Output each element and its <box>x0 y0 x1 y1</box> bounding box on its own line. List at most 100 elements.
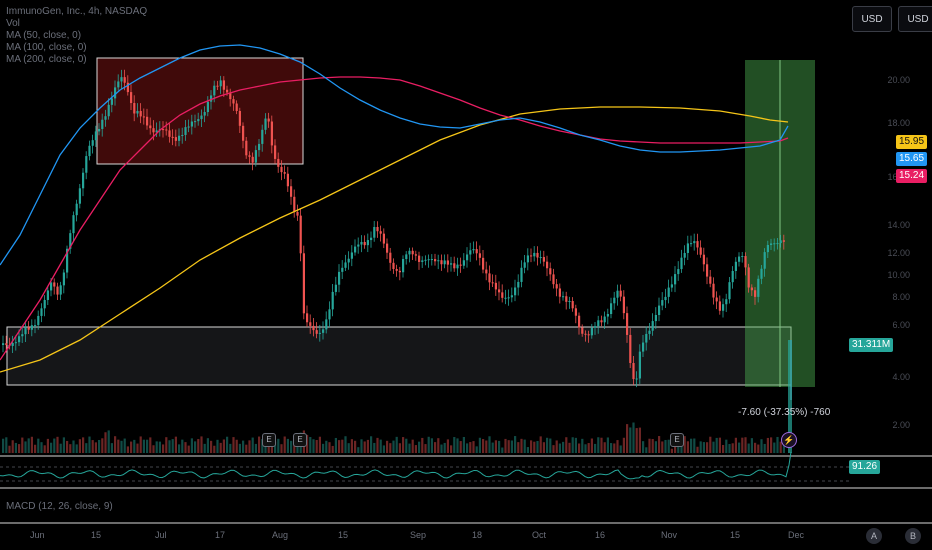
volume-bar-37 <box>120 440 123 453</box>
candle-body-207 <box>664 296 667 301</box>
earnings-marker-3[interactable]: E <box>670 433 684 447</box>
volume-bar-125 <box>402 437 405 453</box>
volume-bar-89 <box>286 438 289 453</box>
lightning-icon[interactable]: ⚡ <box>781 432 797 448</box>
y-tick-label-4: 12.00 <box>887 248 910 258</box>
currency-button-1[interactable]: USD <box>852 6 892 32</box>
candle-body-120 <box>386 243 389 253</box>
candle-body-192 <box>616 290 619 298</box>
volume-bar-216 <box>693 438 696 453</box>
volume-bar-150 <box>482 439 485 453</box>
volume-bar-138 <box>443 442 446 453</box>
y-tick-label-6: 8.00 <box>892 292 910 302</box>
volume-bar-143 <box>459 441 462 453</box>
volume-bar-114 <box>366 439 369 453</box>
candle-body-224 <box>718 301 721 311</box>
volume-bar-72 <box>232 437 235 453</box>
candle-body-193 <box>619 290 622 297</box>
candle-body-30 <box>98 128 101 132</box>
volume-bar-57 <box>184 442 187 453</box>
earnings-marker-1[interactable]: E <box>262 433 276 447</box>
volume-bar-104 <box>334 437 337 453</box>
candle-body-104 <box>334 284 337 292</box>
volume-bar-188 <box>603 442 606 453</box>
scale-a-button[interactable]: A <box>866 528 882 544</box>
volume-bar-201 <box>645 447 648 453</box>
volume-bar-103 <box>331 445 334 453</box>
volume-bar-44 <box>142 439 145 453</box>
volume-bar-20 <box>66 440 69 453</box>
candle-body-42 <box>136 110 139 114</box>
volume-bar-207 <box>664 439 667 453</box>
candle-body-236 <box>757 278 760 297</box>
volume-bar-107 <box>344 436 347 453</box>
volume-bar-149 <box>478 437 481 453</box>
candle-body-183 <box>587 334 590 336</box>
candle-body-52 <box>168 130 171 137</box>
x-tick-label-7: 18 <box>472 530 483 540</box>
candle-body-28 <box>91 140 94 146</box>
candle-body-161 <box>517 281 520 288</box>
candle-body-94 <box>302 253 305 314</box>
candle-body-146 <box>469 250 472 255</box>
candle-body-69 <box>222 80 225 90</box>
volume-bar-132 <box>424 444 427 453</box>
candle-body-189 <box>606 314 609 317</box>
candle-body-109 <box>350 252 353 259</box>
volume-bar-59 <box>190 438 193 453</box>
candle-body-238 <box>763 252 766 269</box>
candle-body-241 <box>773 243 776 245</box>
candle-body-117 <box>376 226 379 232</box>
volume-bar-219 <box>702 442 705 453</box>
scale-b-button[interactable]: B <box>905 528 921 544</box>
candle-body-15 <box>50 282 53 291</box>
volume-bar-115 <box>370 436 373 453</box>
candle-body-228 <box>731 270 734 283</box>
y-tick-label-3: 14.00 <box>887 220 910 230</box>
volume-bar-39 <box>126 446 129 453</box>
x-tick-label-0: Jun <box>30 530 45 540</box>
volume-bar-7 <box>24 441 27 453</box>
candle-body-173 <box>555 284 558 289</box>
volume-bar-96 <box>309 437 312 453</box>
support-zone <box>6 326 792 386</box>
candle-body-6 <box>21 334 24 337</box>
candle-body-102 <box>328 309 331 320</box>
volume-bar-118 <box>379 439 382 453</box>
y-tick-label-7: 6.00 <box>892 320 910 330</box>
candle-body-143 <box>459 264 462 266</box>
volume-bar-189 <box>606 437 609 453</box>
volume-bar-18 <box>59 443 62 453</box>
volume-bar-135 <box>434 442 437 453</box>
volume-bar-109 <box>350 439 353 453</box>
volume-bar-191 <box>613 443 616 453</box>
volume-bar-35 <box>114 436 117 453</box>
currency-button-2[interactable]: USD <box>898 6 932 32</box>
candle-body-60 <box>194 121 197 123</box>
candle-body-230 <box>738 256 741 262</box>
candle-body-139 <box>446 260 449 265</box>
volume-bar-36 <box>117 439 120 453</box>
volume-bar-55 <box>178 444 181 453</box>
volume-bar-131 <box>421 437 424 453</box>
candle-body-136 <box>437 260 440 262</box>
x-tick-label-2: Jul <box>155 530 167 540</box>
volume-bar-166 <box>533 441 536 453</box>
ma50-line <box>0 44 789 266</box>
volume-bar-174 <box>558 443 561 453</box>
candle-body-33 <box>107 104 110 117</box>
volume-bar-221 <box>709 436 712 453</box>
volume-bar-146 <box>469 442 472 453</box>
candle-body-17 <box>56 286 59 295</box>
volume-bar-239 <box>766 437 769 453</box>
candle-body-131 <box>421 260 424 262</box>
volume-bar-12 <box>40 442 43 453</box>
candle-body-163 <box>523 262 526 268</box>
candle-body-172 <box>552 274 555 285</box>
candle-body-231 <box>741 256 744 258</box>
candle-body-70 <box>226 89 229 93</box>
candle-body-59 <box>190 121 193 127</box>
volume-bar-231 <box>741 437 744 453</box>
earnings-marker-2[interactable]: E <box>293 433 307 447</box>
